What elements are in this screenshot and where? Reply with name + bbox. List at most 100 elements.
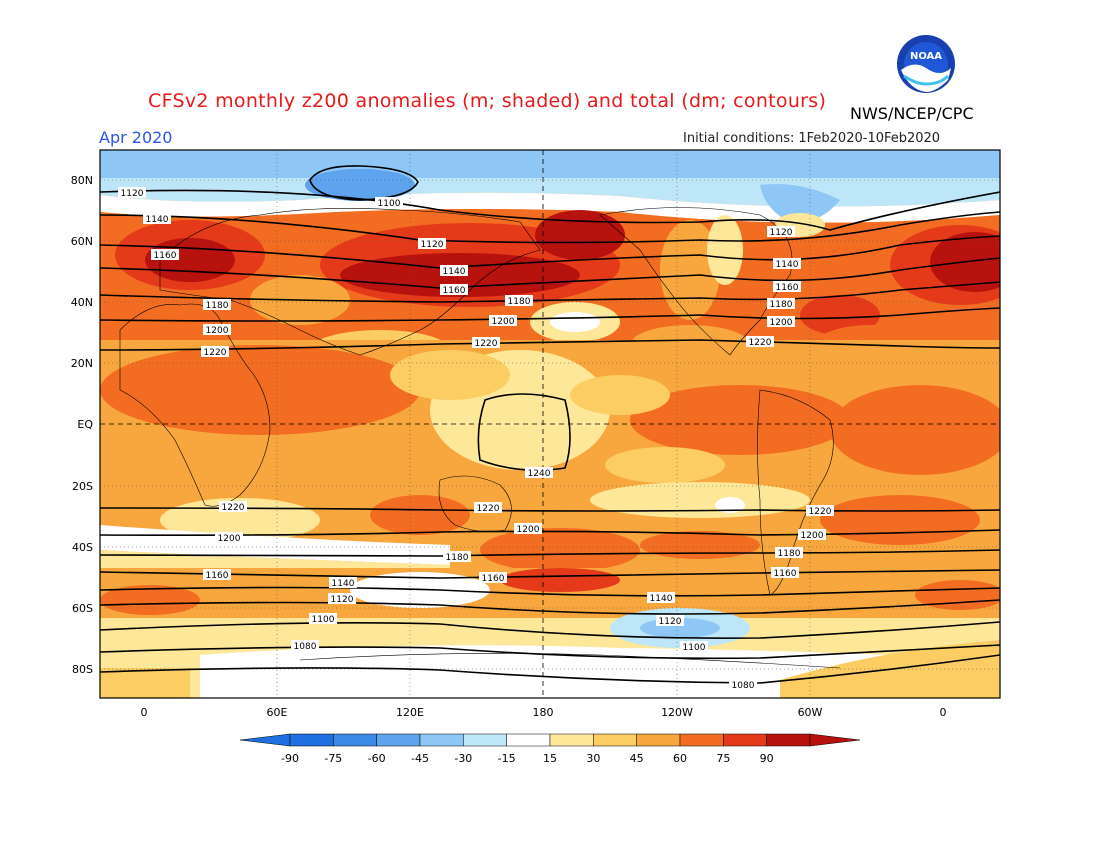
contour-label: 1180 [508, 297, 531, 307]
height-contours [100, 165, 1000, 684]
equator-dateline [100, 150, 1000, 698]
contour-label: 1140 [776, 260, 799, 270]
colorbar-segment [289, 733, 334, 747]
contour-label: 1120 [659, 617, 682, 627]
colorbar-segment [333, 733, 377, 747]
lat-label: EQ [77, 418, 93, 431]
contour-label-box [656, 615, 684, 626]
contour-label: 1100 [683, 643, 706, 653]
contour-label-box [647, 592, 675, 603]
lon-label: 120E [396, 706, 424, 719]
contour-label: 1140 [332, 579, 355, 589]
lat-label: 40N [71, 296, 93, 309]
contour-label-box [215, 532, 243, 543]
lat-label: 40S [72, 541, 93, 554]
colorbar-arrow-low [239, 733, 291, 747]
colorbar-tick-label: 75 [716, 752, 730, 765]
lon-label: 180 [533, 706, 554, 719]
contour-label-box [773, 258, 801, 269]
contour-label-box [767, 316, 795, 327]
contour-label-box [775, 547, 803, 558]
colorbar-tick-label: -30 [454, 752, 472, 765]
contour-label: 1200 [517, 525, 540, 535]
contour-label-box [328, 593, 356, 604]
contour-label: 1220 [809, 507, 832, 517]
contour-label-box [443, 551, 471, 562]
noaa-logo: NOAA [897, 35, 955, 93]
colorbar-tick-label: -15 [498, 752, 516, 765]
contour-label-box [525, 467, 553, 478]
contour-label: 1140 [146, 215, 169, 225]
antarctica-outline [299, 653, 841, 669]
lat-label: 80S [72, 663, 93, 676]
colorbar-segment [463, 733, 507, 747]
lon-label: 60W [798, 706, 823, 719]
contour-label-box [291, 640, 319, 651]
contour-label-box [798, 529, 826, 540]
lat-label: 60N [71, 235, 93, 248]
contour-label-box [151, 249, 179, 260]
contour-label: 1140 [650, 594, 673, 604]
contour-label-box [472, 337, 500, 348]
colorbar-segment [549, 733, 594, 747]
colorbar-segment [593, 733, 637, 747]
lat-label: 20N [71, 357, 93, 370]
lon-label: 60E [267, 706, 288, 719]
colorbar-tick-label: -75 [324, 752, 342, 765]
lat-label: 80N [71, 174, 93, 187]
contour-label-box [418, 238, 446, 249]
contour-labels: 1080 1080 1100 1100 1100 1120 1120 1120 1120 1120… [118, 187, 834, 691]
colorbar-tick-label: 90 [760, 752, 774, 765]
contour-label: 1180 [206, 301, 229, 311]
colorbar-tick-label: 15 [543, 752, 557, 765]
lon-label: 0 [940, 706, 947, 719]
graticule [100, 150, 1000, 698]
colorbar-segment [723, 733, 767, 747]
contour-label-box [201, 346, 229, 357]
contour-label-box [219, 501, 247, 512]
contour-label-box [746, 336, 774, 347]
noaa-logo-text: NOAA [910, 51, 942, 62]
map-frame [99, 149, 1001, 699]
contour-label: 1120 [770, 228, 793, 238]
initial-conditions: Initial conditions: 1Feb2020-10Feb2020 [679, 131, 940, 146]
contour-label: 1100 [378, 199, 401, 209]
contour-label-box [767, 298, 795, 309]
initial-conditions-label: Initial conditions: [683, 131, 795, 146]
contour-label-box [118, 187, 146, 198]
colorbar-tick-label: 30 [586, 752, 600, 765]
contour-label: 1180 [770, 300, 793, 310]
colorbar-segment [636, 733, 681, 747]
contour-label-box [489, 315, 517, 326]
contour-label: 1100 [312, 615, 335, 625]
contour-label-box [143, 213, 171, 224]
contour-label-box [773, 281, 801, 292]
contour-label-box [729, 679, 757, 690]
colorbar-tick-label: 60 [673, 752, 687, 765]
australia-outline [438, 475, 512, 532]
contour-label-box [440, 284, 468, 295]
contour-label: 1200 [770, 318, 793, 328]
contour-label: 1200 [492, 317, 515, 327]
contour-label: 1220 [477, 504, 500, 514]
contour-label: 1160 [482, 574, 505, 584]
contour-label-box [329, 577, 357, 588]
colorbar-arrow-high [809, 733, 861, 747]
colorbar-tick-label: -60 [368, 752, 386, 765]
contour-label: 1080 [732, 681, 755, 691]
lon-label: 0 [141, 706, 148, 719]
contour-label-box [203, 299, 231, 310]
contour-label: 1180 [446, 553, 469, 563]
contour-label-box [479, 572, 507, 583]
colorbar: -90 -75 -60 -45 -30 -15 15 30 45 60 75 90 [239, 733, 861, 765]
valid-month-label: Apr 2020 [99, 128, 173, 147]
colorbar-tick-label: 45 [630, 752, 644, 765]
africa-outline [119, 303, 271, 507]
lat-label: 20S [72, 480, 93, 493]
contour-label: 1160 [774, 569, 797, 579]
contour-label: 1120 [421, 240, 444, 250]
contour-label: 1120 [331, 595, 354, 605]
contour-label: 1140 [443, 267, 466, 277]
colorbar-tick-label: -45 [411, 752, 429, 765]
colorbar-segment [419, 733, 464, 747]
